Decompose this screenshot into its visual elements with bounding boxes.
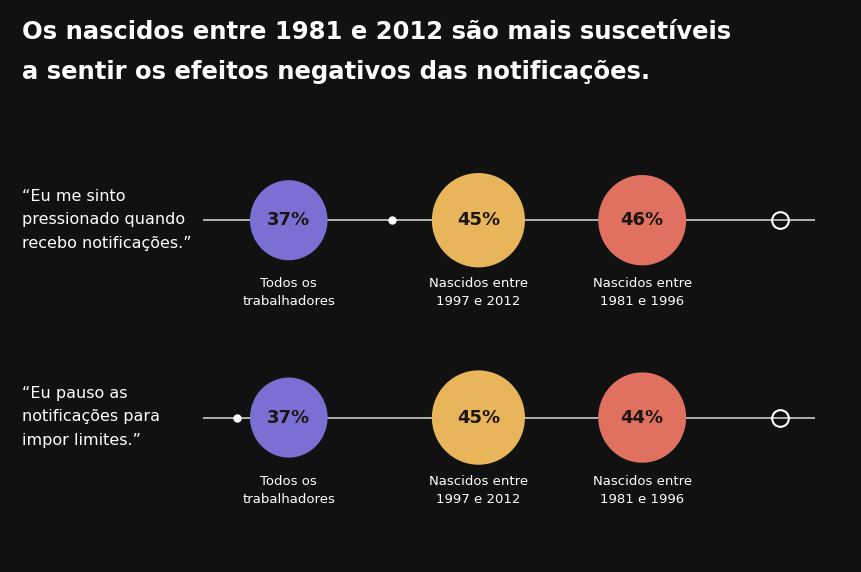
Text: 37%: 37% [267, 408, 310, 427]
Text: “Eu me sinto
pressionado quando
recebo notificações.”: “Eu me sinto pressionado quando recebo n… [22, 189, 191, 251]
Text: “Eu pauso as
notificações para
impor limites.”: “Eu pauso as notificações para impor lim… [22, 386, 159, 448]
Ellipse shape [598, 372, 685, 463]
Text: Nascidos entre
1997 e 2012: Nascidos entre 1997 e 2012 [429, 277, 527, 308]
Text: 44%: 44% [620, 408, 663, 427]
Text: Todos os
trabalhadores: Todos os trabalhadores [242, 475, 335, 506]
Text: a sentir os efeitos negativos das notificações.: a sentir os efeitos negativos das notifi… [22, 60, 649, 84]
Ellipse shape [431, 371, 524, 464]
Text: Os nascidos entre 1981 e 2012 são mais suscetíveis: Os nascidos entre 1981 e 2012 são mais s… [22, 20, 730, 44]
Text: 45%: 45% [456, 408, 499, 427]
Text: Nascidos entre
1981 e 1996: Nascidos entre 1981 e 1996 [592, 475, 691, 506]
Text: 45%: 45% [456, 211, 499, 229]
Text: 37%: 37% [267, 211, 310, 229]
Text: Nascidos entre
1997 e 2012: Nascidos entre 1997 e 2012 [429, 475, 527, 506]
Text: Nascidos entre
1981 e 1996: Nascidos entre 1981 e 1996 [592, 277, 691, 308]
Ellipse shape [431, 173, 524, 268]
Ellipse shape [250, 180, 327, 260]
Ellipse shape [250, 378, 327, 458]
Text: Todos os
trabalhadores: Todos os trabalhadores [242, 277, 335, 308]
Text: 46%: 46% [620, 211, 663, 229]
Ellipse shape [598, 175, 685, 265]
